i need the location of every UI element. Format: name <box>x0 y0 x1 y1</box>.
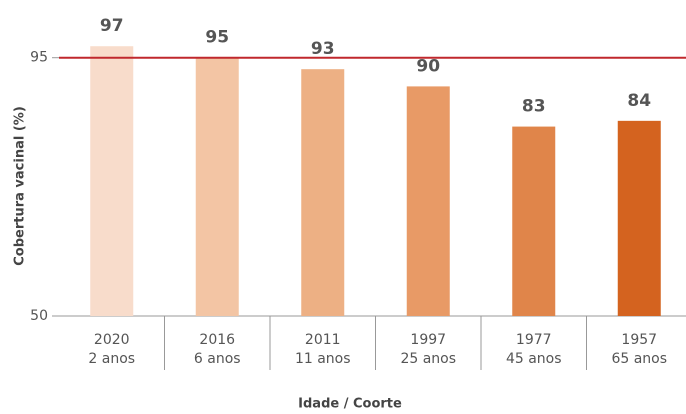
x-tick-sublabel: 25 anos <box>400 351 456 367</box>
y-axis-title: Cobertura vacinal (%) <box>13 106 28 266</box>
x-tick-sublabel: 6 anos <box>194 351 241 367</box>
bar <box>406 86 450 317</box>
x-tick-label: 1977 <box>516 332 552 348</box>
value-label: 97 <box>100 16 124 36</box>
x-tick-sublabel: 65 anos <box>611 351 667 367</box>
value-label: 90 <box>416 56 440 76</box>
value-label: 95 <box>205 28 229 48</box>
x-tick-label: 2011 <box>305 332 341 348</box>
bar <box>512 126 556 316</box>
x-tick-sublabel: 2 anos <box>88 351 135 367</box>
x-axis-title: Idade / Coorte <box>298 397 402 412</box>
y-tick-label: 95 <box>30 50 48 66</box>
y-tick-label: 50 <box>30 308 48 324</box>
bar <box>617 120 661 316</box>
bar <box>301 69 345 317</box>
x-tick-sublabel: 11 anos <box>295 351 351 367</box>
x-tick-label: 2016 <box>199 332 235 348</box>
bar <box>90 46 134 316</box>
x-tick-sublabel: 45 anos <box>506 351 562 367</box>
value-label: 83 <box>522 97 546 117</box>
value-label: 84 <box>627 91 651 111</box>
x-tick-label: 1997 <box>410 332 446 348</box>
x-tick-label: 2020 <box>94 332 130 348</box>
x-tick-label: 1957 <box>621 332 657 348</box>
value-label: 93 <box>311 39 335 59</box>
bar <box>195 57 239 316</box>
